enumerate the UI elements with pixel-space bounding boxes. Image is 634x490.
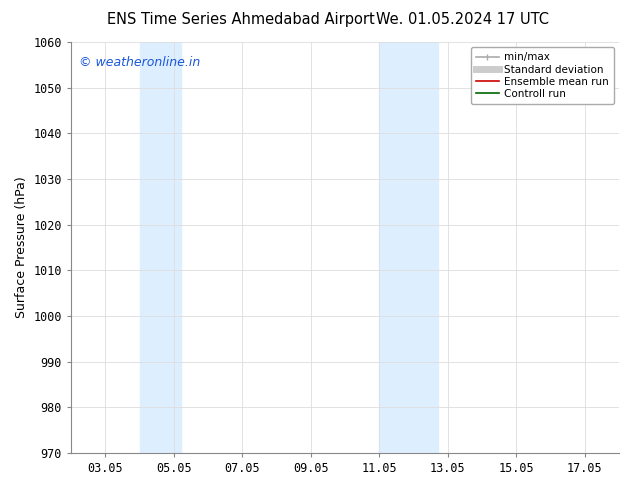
Text: ENS Time Series Ahmedabad Airport: ENS Time Series Ahmedabad Airport (107, 12, 375, 27)
Legend: min/max, Standard deviation, Ensemble mean run, Controll run: min/max, Standard deviation, Ensemble me… (470, 47, 614, 104)
Text: We. 01.05.2024 17 UTC: We. 01.05.2024 17 UTC (377, 12, 549, 27)
Text: © weatheronline.in: © weatheronline.in (79, 56, 200, 70)
Y-axis label: Surface Pressure (hPa): Surface Pressure (hPa) (15, 176, 28, 318)
Bar (139, 42, 181, 453)
Bar (379, 42, 437, 453)
